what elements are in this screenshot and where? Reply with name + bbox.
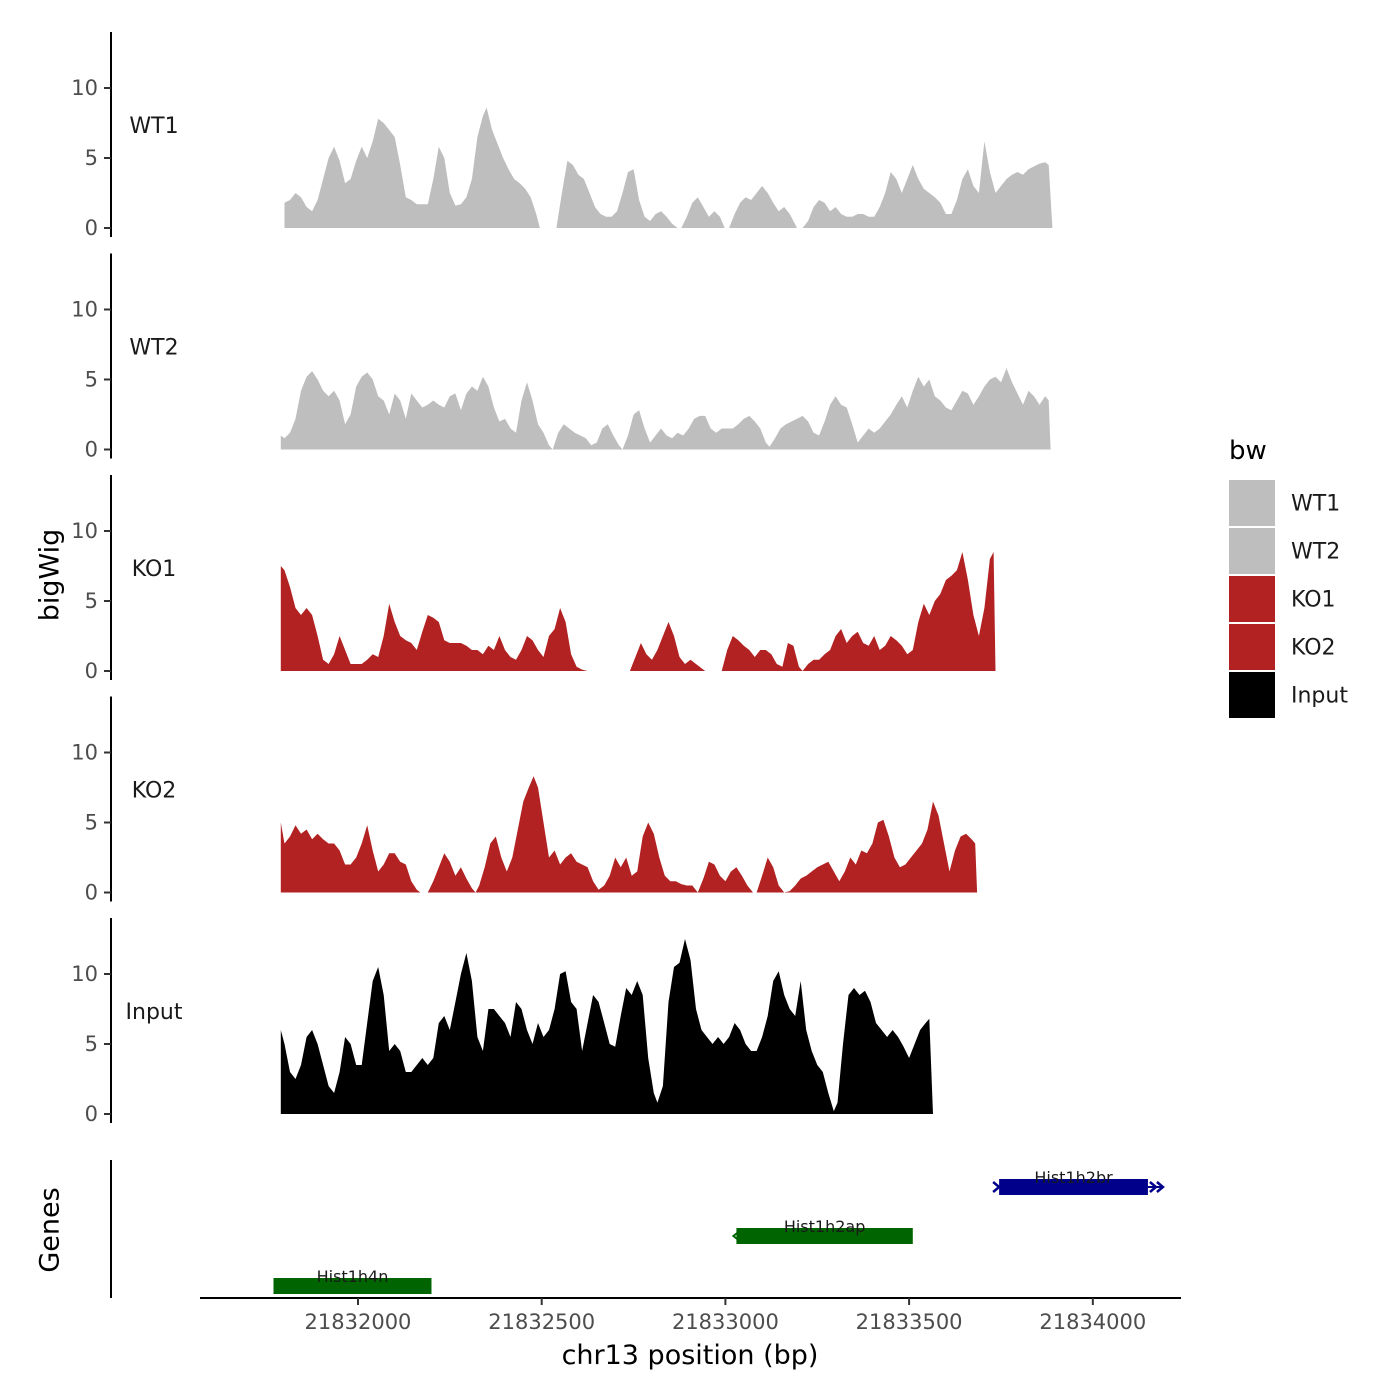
legend: bw WT1 WT2 KO1 KO2 Input <box>1229 436 1348 718</box>
signal-area-ko1 <box>280 552 996 671</box>
y-tick-label: 0 <box>85 216 98 240</box>
gene-label: Hist1h4n <box>317 1267 389 1286</box>
legend-swatch <box>1229 672 1275 718</box>
track-ko2: 0 5 10 KO2 <box>71 696 978 905</box>
legend-title: bw <box>1229 436 1267 466</box>
genes-axis-title: Genes <box>35 1187 66 1272</box>
signal-tracks: 0 5 10 WT1 0 5 10 WT2 0 5 10 KO1 0 5 10 KO2 0 5 10 Input <box>71 32 1053 1126</box>
gene-label: Hist1h2ap <box>784 1217 866 1236</box>
track-wt1: 0 5 10 WT1 <box>71 32 1053 240</box>
y-tick-label: 5 <box>85 589 98 613</box>
legend-swatch <box>1229 528 1275 574</box>
gene-label: Hist1h2br <box>1034 1168 1113 1187</box>
gene-body <box>999 1179 1148 1195</box>
strand-arrow-icon <box>992 1181 1002 1193</box>
legend-label: WT2 <box>1291 540 1340 565</box>
gene-hist1h2br: Hist1h2br <box>992 1168 1165 1195</box>
track-label: Input <box>126 1000 183 1025</box>
y-tick-label: 5 <box>85 368 98 392</box>
y-tick-label: 10 <box>71 962 98 986</box>
gene-hist1h4n: Hist1h4n <box>273 1267 432 1294</box>
signal-area-wt1 <box>284 107 1053 228</box>
gene-body <box>736 1228 913 1244</box>
y-tick-label: 0 <box>85 1102 98 1126</box>
y-tick-label: 10 <box>71 519 98 543</box>
track-label: WT2 <box>129 335 178 360</box>
y-tick-label: 5 <box>85 146 98 170</box>
track-input: 0 5 10 Input <box>71 918 933 1126</box>
legend-swatch <box>1229 576 1275 622</box>
legend-label: KO1 <box>1291 588 1336 613</box>
y-tick-label: 5 <box>85 1032 98 1056</box>
signal-area-ko2 <box>280 776 978 893</box>
y-tick-label: 5 <box>85 811 98 835</box>
signal-area-wt2 <box>280 368 1051 450</box>
strand-arrow-icon <box>1149 1181 1165 1193</box>
legend-label: KO2 <box>1291 636 1336 661</box>
y-tick-label: 0 <box>85 659 98 683</box>
signal-area-input <box>280 939 933 1114</box>
legend-item-wt2: WT2 <box>1229 528 1340 574</box>
legend-swatch <box>1229 480 1275 526</box>
legend-item-input: Input <box>1229 672 1348 718</box>
x-tick-label: 21834000 <box>1039 1310 1146 1334</box>
x-tick-label: 21833000 <box>672 1310 779 1334</box>
gene-body <box>273 1278 432 1294</box>
x-axis: 21832000 21832500 21833000 21833500 21834000 <box>200 1297 1181 1334</box>
genes-panel: Hist1h4n Hist1h2ap Hist1h2br <box>110 1160 1165 1298</box>
y-tick-label: 10 <box>71 741 98 765</box>
y-axis-title: bigWig <box>35 529 66 622</box>
track-label: KO2 <box>132 778 177 803</box>
y-tick-label: 0 <box>85 438 98 462</box>
legend-label: Input <box>1291 684 1348 709</box>
y-tick-label: 10 <box>71 298 98 322</box>
track-ko1: 0 5 10 KO1 <box>71 475 996 683</box>
x-tick-label: 21832000 <box>305 1310 412 1334</box>
x-axis-title: chr13 position (bp) <box>562 1340 819 1371</box>
legend-label: WT1 <box>1291 492 1340 517</box>
legend-item-wt1: WT1 <box>1229 480 1340 526</box>
track-label: KO1 <box>132 557 177 582</box>
legend-swatch <box>1229 624 1275 670</box>
y-tick-label: 0 <box>85 881 98 905</box>
track-wt2: 0 5 10 WT2 <box>71 253 1051 462</box>
gene-hist1h2ap: Hist1h2ap <box>731 1217 913 1244</box>
strand-arrow-icon <box>731 1231 740 1241</box>
legend-item-ko1: KO1 <box>1229 576 1336 622</box>
legend-item-ko2: KO2 <box>1229 624 1336 670</box>
track-label: WT1 <box>129 114 178 139</box>
y-tick-label: 10 <box>71 76 98 100</box>
x-tick-label: 21832500 <box>488 1310 595 1334</box>
x-tick-label: 21833500 <box>856 1310 963 1334</box>
